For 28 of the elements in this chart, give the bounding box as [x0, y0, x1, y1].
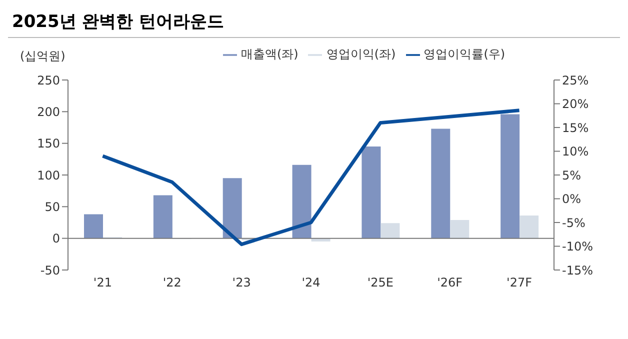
y2-tick-label: -5% — [562, 216, 586, 230]
y-tick-label: -50 — [40, 263, 60, 278]
x-tick-label: '22 — [162, 276, 182, 290]
x-tick-label: '25E — [367, 276, 394, 290]
y2-tick-label: 25% — [562, 73, 589, 88]
y-tick-label: 150 — [37, 136, 60, 151]
y2-tick-label: 15% — [562, 120, 589, 135]
legend-label: 매출액(좌) — [240, 47, 298, 61]
legend-label: 영업이익(좌) — [326, 47, 396, 61]
y2-tick-label: -10% — [562, 240, 594, 254]
chart-title: 2025년 완벽한 턴어라운드 — [8, 8, 620, 38]
x-tick-label: '24 — [302, 276, 320, 290]
x-tick-label: '23 — [232, 276, 251, 290]
y-tick-label: 50 — [44, 200, 60, 214]
y-tick-label: 100 — [37, 168, 60, 182]
y2-tick-label: 5% — [562, 168, 582, 182]
y-axis-title: (십억원) — [20, 48, 66, 65]
y-tick-label: 200 — [37, 104, 60, 119]
y-tick-label: 250 — [37, 73, 60, 88]
y2-tick-label: 10% — [562, 144, 589, 159]
x-tick-label: '26F — [437, 276, 463, 290]
x-tick-label: '27F — [506, 276, 532, 290]
y2-tick-label: 0% — [562, 192, 582, 206]
y2-tick-label: 20% — [562, 97, 589, 112]
x-tick-label: '21 — [93, 276, 112, 290]
y2-tick-label: -15% — [562, 263, 594, 278]
legend-label: 영업이익률(우) — [424, 47, 506, 61]
y-tick-label: 0 — [52, 232, 60, 246]
